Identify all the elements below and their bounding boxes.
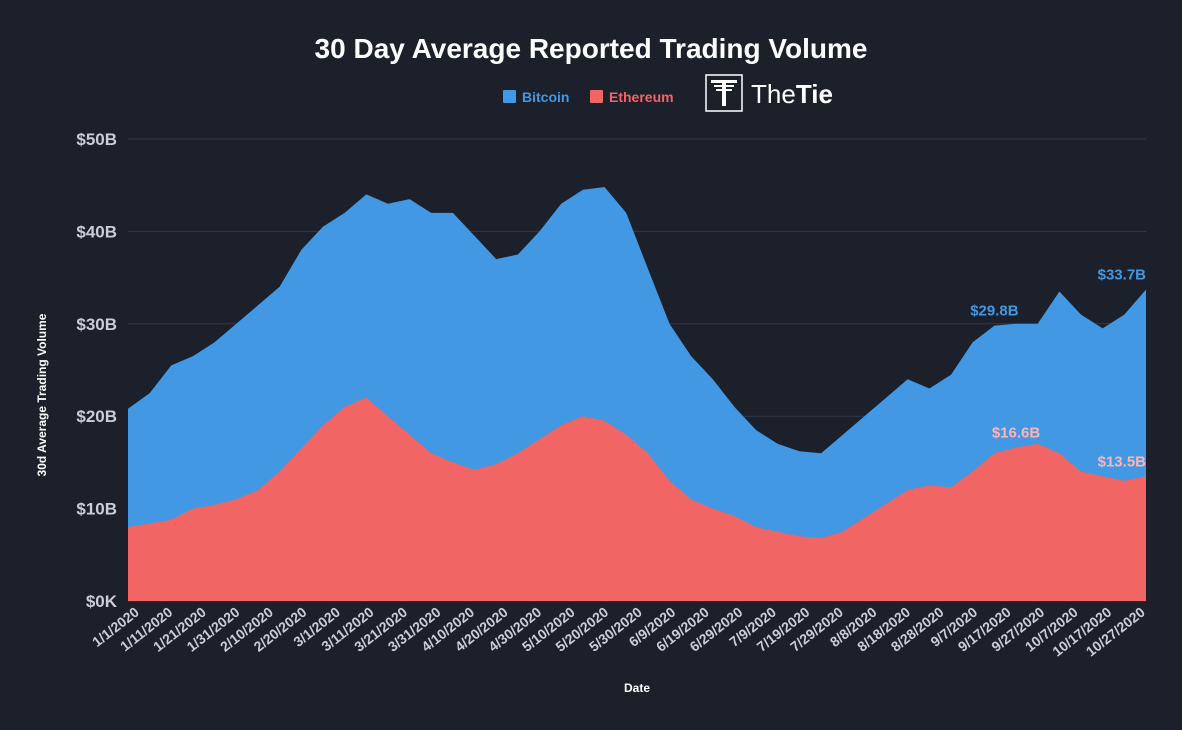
annotation-bitcoin: $29.8B (970, 303, 1019, 320)
legend-swatch-bitcoin (503, 90, 516, 103)
x-axis-title: Date (624, 681, 650, 695)
y-axis-ticks: $0K $10B $20B $30B $40B $50B (76, 130, 117, 611)
x-axis-ticks: 1/1/20201/11/20201/21/20201/31/20202/10/… (89, 604, 1148, 660)
area-ethereum (128, 397, 1146, 601)
y-tick-label: $20B (76, 407, 117, 426)
chart-title: 30 Day Average Reported Trading Volume (315, 33, 868, 64)
thetie-logo: TheTie (705, 74, 833, 112)
plot-areas (128, 187, 1146, 601)
legend-swatch-ethereum (590, 90, 603, 103)
logo-text-the: The (751, 79, 796, 109)
legend-label-ethereum: Ethereum (609, 89, 674, 105)
annotation-bitcoin: $33.7B (1098, 267, 1147, 284)
y-tick-label: $30B (76, 315, 117, 334)
legend-item-bitcoin[interactable]: Bitcoin (503, 89, 569, 105)
y-tick-label: $50B (76, 130, 117, 149)
annotation-ethereum: $13.5B (1098, 453, 1147, 470)
logo-wordmark: TheTie (751, 79, 833, 109)
tie-logo-icon (705, 74, 743, 112)
annotation-ethereum: $16.6B (992, 425, 1041, 442)
y-axis-title: 30d Average Trading Volume (35, 313, 49, 476)
legend-label-bitcoin: Bitcoin (522, 89, 569, 105)
data-annotations: $29.8B $33.7B $16.6B $13.5B (970, 267, 1146, 471)
y-tick-label: $40B (76, 222, 117, 241)
y-tick-label: $0K (86, 592, 118, 611)
legend-item-ethereum[interactable]: Ethereum (590, 89, 674, 105)
y-tick-label: $10B (76, 500, 117, 519)
logo-text-tie: Tie (796, 79, 833, 109)
legend: Bitcoin Ethereum (503, 89, 674, 105)
